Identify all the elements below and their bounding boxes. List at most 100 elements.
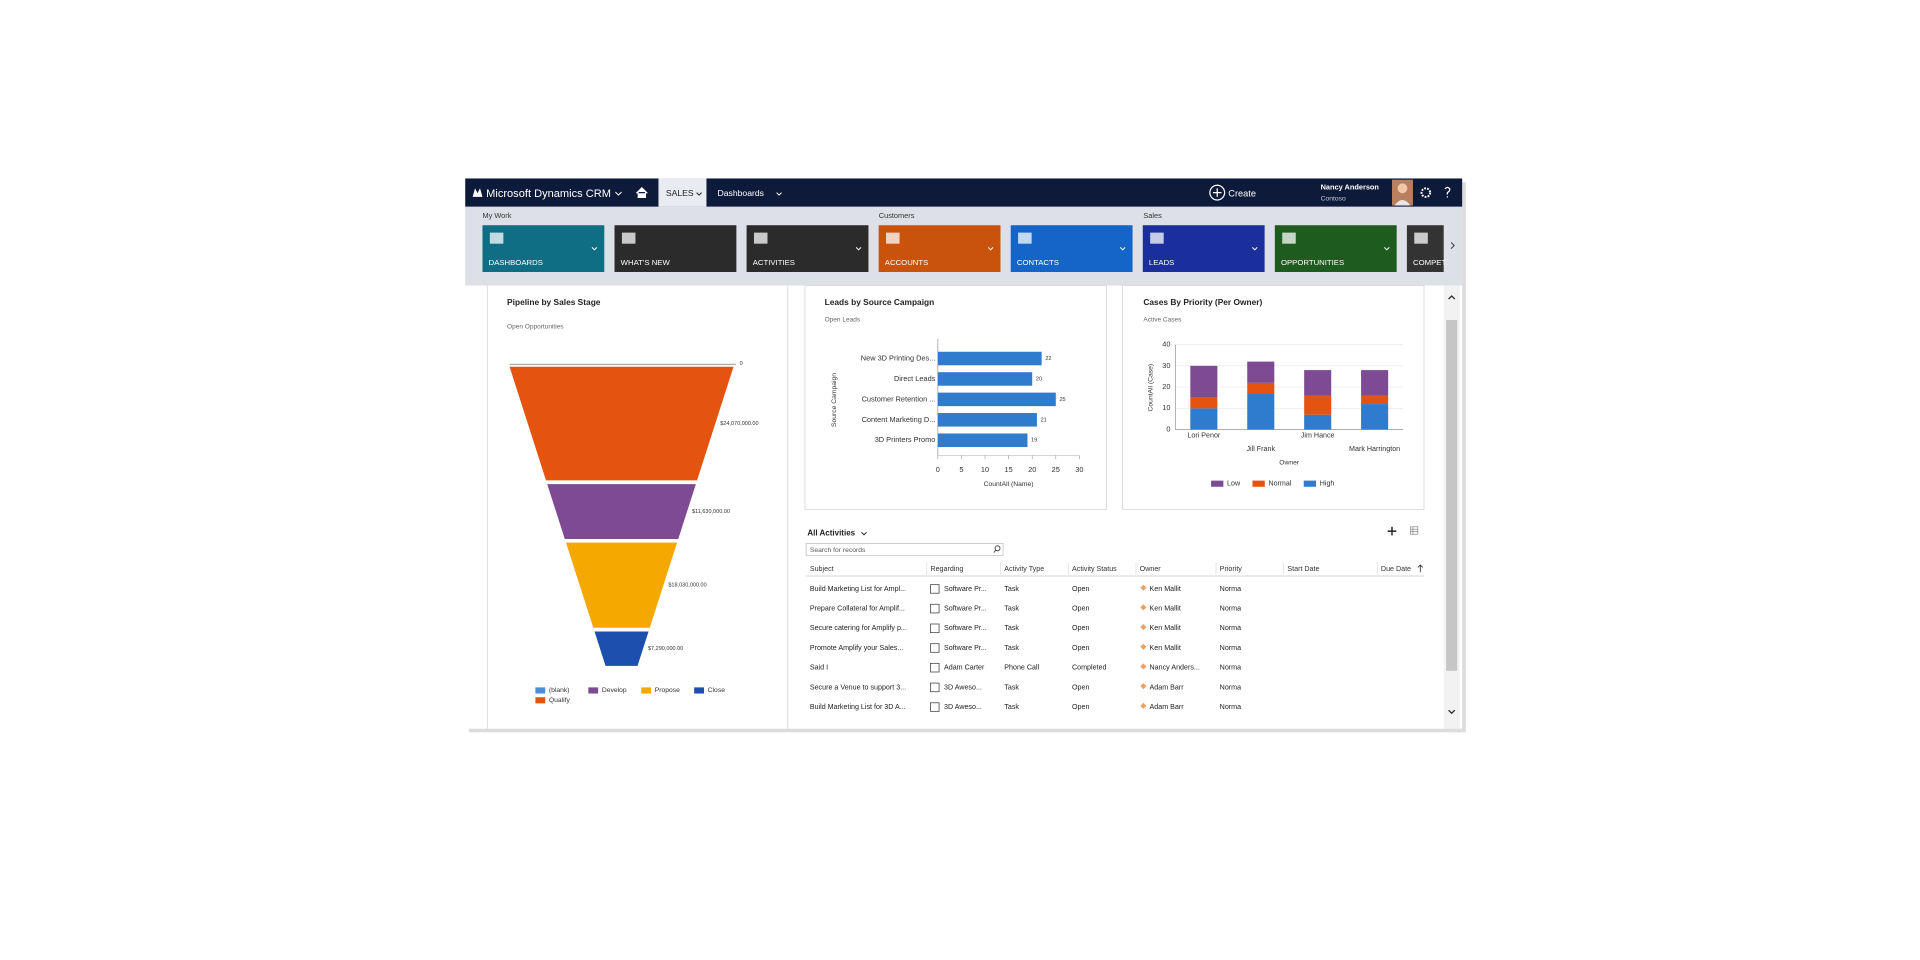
funnel-segment xyxy=(565,542,678,628)
scroll-right[interactable] xyxy=(1450,242,1455,249)
cell[interactable]: Software Pr... xyxy=(944,605,987,613)
y-tick-label: 40 xyxy=(1162,340,1170,349)
column-header[interactable]: Subject xyxy=(810,565,834,573)
funnel-segment xyxy=(547,484,696,539)
user-name[interactable]: Nancy Anderson xyxy=(1321,183,1380,192)
tile-label[interactable]: COMPET xyxy=(1413,258,1446,267)
value-label: 0 xyxy=(740,361,743,367)
column-header[interactable]: Due Date xyxy=(1381,565,1411,573)
create-plus[interactable] xyxy=(1212,188,1222,197)
scroll-up[interactable] xyxy=(1448,295,1456,300)
cell[interactable]: Software Pr... xyxy=(944,644,987,652)
user-org[interactable]: Contoso xyxy=(1321,196,1346,203)
cell[interactable]: Software Pr... xyxy=(944,624,987,632)
scroll-thumb[interactable] xyxy=(1446,320,1458,671)
cell[interactable]: Said I xyxy=(810,664,828,672)
chevron[interactable] xyxy=(1251,247,1258,251)
tile-label[interactable]: OPPORTUNITIES xyxy=(1281,258,1344,267)
search-box[interactable] xyxy=(805,543,1004,557)
cell[interactable]: Ken Mallit xyxy=(1150,605,1181,613)
tile-label[interactable]: LEADS xyxy=(1149,258,1174,267)
cell[interactable]: Adam Barr xyxy=(1150,683,1185,691)
chevron[interactable] xyxy=(1119,247,1126,251)
record-icon xyxy=(930,662,940,673)
column-header[interactable]: Activity Status xyxy=(1072,565,1117,573)
search-icon[interactable] xyxy=(993,549,997,553)
cell[interactable]: 3D Aweso... xyxy=(944,683,982,691)
cell[interactable]: Software Pr... xyxy=(944,585,987,593)
area-tab[interactable] xyxy=(658,178,707,207)
cell[interactable]: Secure a Venue to support 3... xyxy=(810,683,906,691)
value-label: $24,070,000.00 xyxy=(720,421,758,427)
chevron[interactable] xyxy=(861,531,867,536)
view-title[interactable]: All Activities xyxy=(807,529,855,538)
user-icon xyxy=(1140,643,1147,650)
record-icon xyxy=(930,584,940,594)
record-icon xyxy=(930,643,940,653)
record-icon xyxy=(930,623,940,634)
create-icon[interactable] xyxy=(1209,184,1226,201)
tile-label[interactable]: WHAT'S NEW xyxy=(621,258,671,267)
funnel-segment xyxy=(509,366,734,481)
brand[interactable]: Microsoft Dynamics CRM xyxy=(486,188,611,200)
legend-label: Develop xyxy=(602,687,627,694)
grid-icon[interactable] xyxy=(1410,526,1419,535)
legend-swatch xyxy=(1252,480,1265,487)
x-axis-label: CountAll (Name) xyxy=(984,481,1034,488)
column-header[interactable]: Start Date xyxy=(1287,565,1319,573)
cell: Task xyxy=(1004,644,1019,652)
chevron[interactable] xyxy=(615,191,622,196)
chevron[interactable] xyxy=(591,247,598,251)
chart-subtitle: Open Leads xyxy=(825,317,861,324)
scroll-down[interactable] xyxy=(1448,709,1456,715)
chevron[interactable] xyxy=(987,247,994,251)
cell: Norma xyxy=(1220,664,1241,672)
cell[interactable]: Adam Barr xyxy=(1150,703,1185,711)
search-icon[interactable] xyxy=(994,545,1001,552)
legend-swatch xyxy=(694,687,704,694)
cell[interactable]: Build Marketing List for 3D A... xyxy=(810,703,906,711)
home-icon[interactable] xyxy=(635,186,648,199)
cell[interactable]: Secure catering for Amplify p... xyxy=(810,624,907,632)
cell[interactable]: Adam Carter xyxy=(944,664,985,672)
cell[interactable]: Prepare Collateral for Amplif... xyxy=(810,605,905,613)
settings-icon[interactable] xyxy=(1420,187,1432,198)
bar-segment xyxy=(1247,382,1275,394)
cell: Norma xyxy=(1220,624,1241,632)
tile-label[interactable]: ACCOUNTS xyxy=(885,258,929,267)
create-label[interactable]: Create xyxy=(1228,188,1256,198)
cell[interactable]: 3D Aweso... xyxy=(944,703,982,711)
column-header[interactable]: Owner xyxy=(1140,565,1162,573)
nav-bar xyxy=(465,178,1463,207)
cell[interactable]: Ken Mallit xyxy=(1150,624,1181,632)
tiles: My Work Customers Sales DASHBOARDS WHAT'S NE… xyxy=(482,211,1446,272)
cell[interactable]: Promote Amplify your Sales... xyxy=(810,644,903,652)
cell[interactable]: Ken Mallit xyxy=(1150,585,1181,593)
area-label[interactable]: SALES xyxy=(666,188,694,198)
tile-icon xyxy=(1150,232,1164,244)
bar xyxy=(937,433,1028,448)
legend-label: Propose xyxy=(655,687,680,694)
cell: Norma xyxy=(1220,703,1241,711)
tile-label[interactable]: DASHBOARDS xyxy=(489,258,543,267)
x-tick-label: 30 xyxy=(1075,465,1083,474)
tile-label[interactable]: CONTACTS xyxy=(1017,258,1059,267)
chevron[interactable] xyxy=(776,192,782,196)
chevron[interactable] xyxy=(696,192,702,196)
search-placeholder[interactable]: Search for records xyxy=(810,547,866,554)
section-label[interactable]: Dashboards xyxy=(718,188,764,198)
help-icon[interactable] xyxy=(1444,186,1451,198)
cell: Open xyxy=(1072,703,1089,711)
cell[interactable]: Nancy Anders... xyxy=(1150,664,1200,672)
column-header[interactable]: Activity Type xyxy=(1004,565,1044,573)
tile-label[interactable]: ACTIVITIES xyxy=(753,258,795,267)
chevron[interactable] xyxy=(1384,247,1390,251)
bar-segment xyxy=(1247,393,1275,430)
column-header[interactable]: Priority xyxy=(1220,565,1243,573)
add-icon[interactable] xyxy=(1387,526,1397,536)
cell[interactable]: Build Marketing List for Ampl... xyxy=(810,585,906,593)
bar-segment xyxy=(1247,361,1275,383)
cell[interactable]: Ken Mallit xyxy=(1150,644,1181,652)
column-header[interactable]: Regarding xyxy=(930,565,963,573)
chevron[interactable] xyxy=(855,247,862,251)
